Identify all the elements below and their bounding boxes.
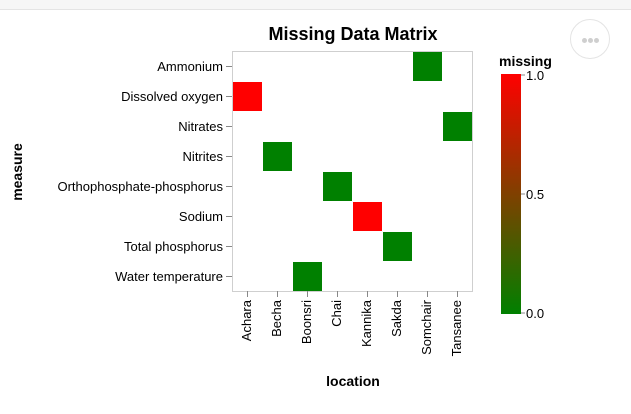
chart-menu-button[interactable] [570,19,610,59]
x-tick-label: Becha [269,299,284,337]
heatmap-cell [293,262,322,291]
x-axis: Achara Becha Boonsri Chai Kannika Sakda Somcha… [239,291,464,356]
x-tick-label: Achara [239,299,254,341]
cells-layer [233,52,472,291]
heatmap-cell [383,232,412,261]
x-axis-title: location [326,373,380,389]
y-tick-label: Nitrites [183,149,224,164]
y-axis: Ammonium Dissolved oxygen Nitrates Nitrites… [57,59,232,284]
menu-dot-icon [588,38,593,43]
legend-tick-label: 0.0 [526,306,544,321]
chart-title: Missing Data Matrix [268,24,437,44]
legend-tick-label: 0.5 [526,187,544,202]
heatmap-cell [323,172,352,201]
legend-tick-label: 1.0 [526,68,544,83]
heatmap-cell [263,142,292,171]
heatmap-cell [233,82,262,111]
x-tick-label: Kannika [359,299,374,347]
heatmap-cell [443,112,472,141]
legend-title: missing [499,53,552,69]
legend-gradient-bar [501,74,521,314]
y-tick-label: Ammonium [157,59,223,74]
y-tick-label: Dissolved oxygen [121,89,223,104]
x-tick-label: Tansanee [449,300,464,356]
y-tick-label: Water temperature [115,269,223,284]
plot-frame [232,51,473,292]
color-legend: missing 1.0 0.5 0.0 [499,53,552,321]
menu-dot-icon [582,38,587,43]
legend-ticks: 1.0 0.5 0.0 [521,68,544,321]
y-tick-label: Total phosphorus [124,239,224,254]
x-tick-label: Somchair [419,299,434,355]
x-tick-label: Chai [329,300,344,327]
y-tick-label: Nitrates [178,119,223,134]
y-tick-label: Orthophosphate-phosphorus [57,179,223,194]
y-tick-label: Sodium [179,209,223,224]
menu-dot-icon [594,38,599,43]
y-axis-title: measure [9,143,25,201]
heatmap-cell [353,202,382,231]
x-tick-label: Sakda [389,299,404,337]
top-strip [0,0,631,10]
heatmap-cell [413,52,442,81]
x-tick-label: Boonsri [299,300,314,344]
